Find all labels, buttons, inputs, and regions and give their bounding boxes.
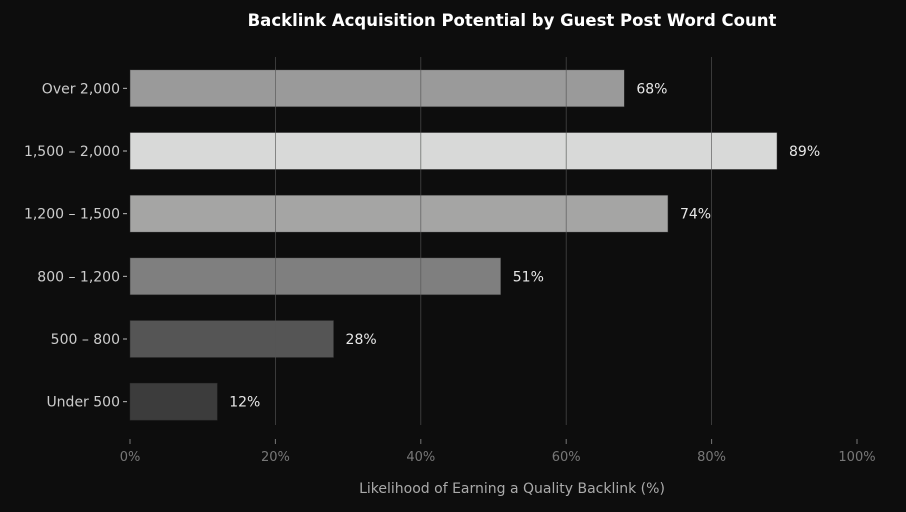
y-tick-label: 500 – 800 <box>51 332 120 348</box>
data-label: 28% <box>346 332 377 348</box>
bar-3 <box>129 257 502 296</box>
y-tick-label: 800 – 1,200 <box>37 269 120 285</box>
x-tick-label: 80% <box>697 450 726 465</box>
data-label: 74% <box>680 207 711 223</box>
x-tick-label: 100% <box>838 450 875 465</box>
y-tick-label: 1,500 – 2,000 <box>24 144 120 160</box>
data-label: 68% <box>636 81 667 97</box>
x-tick-label: 20% <box>261 450 290 465</box>
data-label: 89% <box>789 144 820 160</box>
x-tick-label: 0% <box>120 450 141 465</box>
bar-5 <box>129 382 218 421</box>
x-axis-label: Likelihood of Earning a Quality Backlink… <box>359 481 665 497</box>
bar-1 <box>129 132 778 170</box>
y-tick-label: Over 2,000 <box>42 81 120 97</box>
y-tick-label: Under 500 <box>46 395 120 411</box>
data-label: 12% <box>229 395 260 411</box>
y-tick-label: 1,200 – 1,500 <box>24 207 120 223</box>
x-tick-label: 40% <box>406 450 435 465</box>
bar-4 <box>129 320 334 358</box>
bar-2 <box>129 194 669 233</box>
data-label: 51% <box>513 269 544 285</box>
x-tick-label: 60% <box>552 450 581 465</box>
chart-title: Backlink Acquisition Potential by Guest … <box>248 11 777 30</box>
bar-0 <box>129 69 625 108</box>
